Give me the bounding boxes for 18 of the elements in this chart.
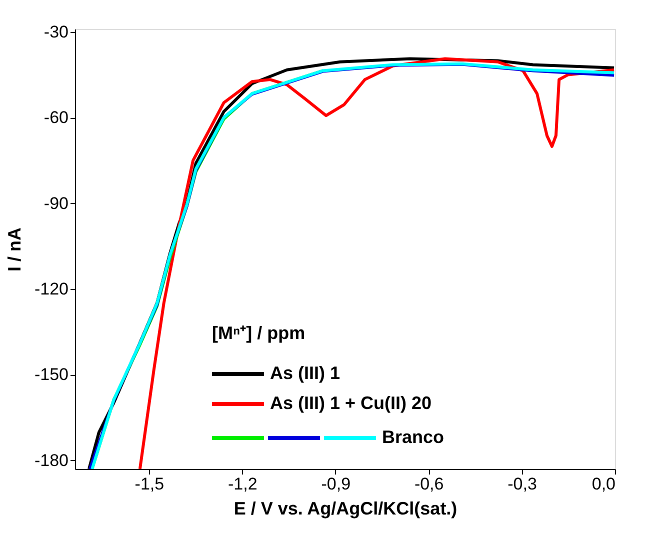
y-tick-label: -150 [34,365,68,384]
y-tick-label: -120 [34,280,68,298]
y-tick-label: -90 [44,194,68,213]
x-tick-label: 0,0 [592,474,616,494]
y-tick-label: -180 [34,450,68,470]
legend-title: [Mⁿ⁺] / ppm [212,323,306,343]
x-tick-label: -0,6 [414,474,444,494]
y-axis-title: I / nA [4,228,24,272]
legend-label: As (III) 1 + Cu(II) 20 [270,393,432,413]
x-tick-label: -1,5 [134,474,164,494]
x-tick-label: -0,3 [508,474,537,494]
legend-label: Branco [382,427,444,447]
x-tick-label: -1,2 [228,474,258,494]
y-tick-label: -30 [44,22,68,42]
x-axis-title: E / V vs. Ag/AgCl/KCl(sat.) [234,498,458,518]
y-tick-label: -60 [44,108,68,128]
x-tick-label: -0,9 [321,474,351,494]
legend-label: As (III) 1 [270,363,340,383]
